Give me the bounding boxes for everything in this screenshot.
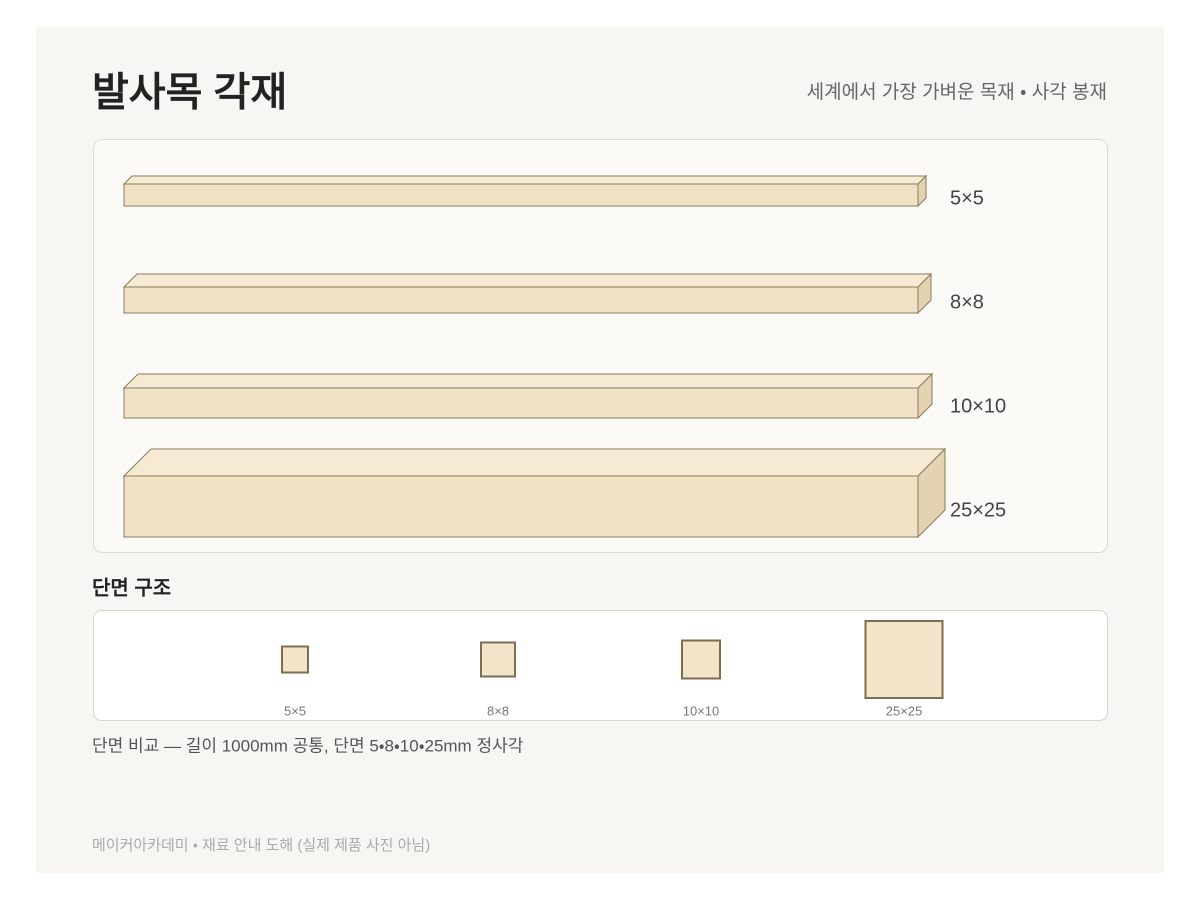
- stick-label: 8×8: [950, 291, 984, 313]
- sections: 5×5 8×8 10×10 25×25: [281, 620, 944, 718]
- stick-label: 5×5: [950, 187, 984, 209]
- caption: 단면 비교 — 길이 1000mm 공통, 단면 5・8・10・25mm 정사각: [92, 736, 524, 755]
- stick-label: 25×25: [950, 499, 1006, 521]
- stick-front: [123, 286, 919, 314]
- subtitle: 세계에서 가장 가벼운 목재 ・ 사각 봉재: [807, 81, 1107, 103]
- section-label: 10×10: [683, 703, 720, 718]
- stick-top: [122, 448, 947, 477]
- stick-top: [122, 273, 933, 288]
- stick-top: [122, 373, 934, 389]
- stick-front: [123, 183, 919, 207]
- section-card: [93, 610, 1108, 721]
- section-title: 단면 구조: [92, 576, 171, 599]
- stick-top: [122, 175, 928, 185]
- section-label: 5×5: [284, 703, 306, 718]
- stick-label: 10×10: [950, 395, 1006, 417]
- section-square: [681, 639, 721, 680]
- title: 발사목 각재: [92, 71, 287, 115]
- sticks: 5×5 8×8 10×10 25×25: [122, 174, 1006, 539]
- section-label: 8×8: [487, 703, 509, 718]
- section-square: [864, 620, 944, 699]
- section-square: [281, 645, 309, 674]
- section-label: 25×25: [886, 703, 923, 718]
- section-square: [480, 641, 516, 678]
- footer: 메이커아카데미 ・ 재료 안내 도해 (실제 제품 사진 아님): [92, 837, 430, 854]
